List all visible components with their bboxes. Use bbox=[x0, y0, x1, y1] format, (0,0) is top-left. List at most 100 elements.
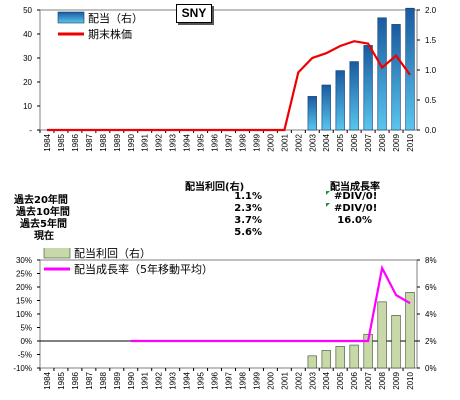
x-axis-tick-label: 1996 bbox=[211, 371, 220, 389]
legend-line-label: 配当成長率（5年移動平均） bbox=[74, 262, 213, 276]
x-axis-tick-label: 1986 bbox=[71, 133, 80, 151]
x-axis-tick-label: 2008 bbox=[378, 133, 387, 151]
x-axis-tick-label: 2006 bbox=[350, 371, 359, 389]
stats-row-label: 過去5年間 bbox=[20, 219, 67, 230]
right-axis-tick-label: 8% bbox=[425, 256, 437, 265]
left-axis-tick-label: - bbox=[29, 126, 32, 135]
x-axis-tick-label: 1994 bbox=[183, 133, 192, 151]
dividend-bar bbox=[377, 17, 387, 131]
legend-line-label: 期末株価 bbox=[88, 27, 132, 41]
stats-row: 過去10年間 2.3% #DIV/0! bbox=[0, 203, 460, 218]
x-axis-tick-label: 1984 bbox=[43, 371, 52, 389]
x-axis-tick-label: 2001 bbox=[280, 371, 289, 389]
x-axis-tick-label: 1998 bbox=[238, 133, 247, 151]
stats-row-growth: 16.0% bbox=[337, 215, 372, 226]
stats-row-label: 過去20年間 bbox=[14, 195, 68, 206]
legend-bar-label: 配当利回（右） bbox=[74, 248, 151, 260]
x-axis-tick-label: 2004 bbox=[322, 371, 331, 389]
stats-header-yield: 配当利回(右) bbox=[185, 182, 245, 193]
x-axis-tick-label: 2007 bbox=[364, 371, 373, 389]
right-axis-tick-label: 4% bbox=[425, 310, 437, 319]
stats-row-label: 過去10年間 bbox=[16, 207, 70, 218]
stats-table: 配当利回(右) 配当成長率 過去20年間 1.1% #DIV/0! 過去10年間… bbox=[0, 178, 460, 244]
legend-bar-swatch bbox=[57, 11, 85, 24]
x-axis-tick-label: 1992 bbox=[155, 371, 164, 389]
x-axis-tick-label: 1989 bbox=[113, 371, 122, 389]
x-axis-tick-label: 1992 bbox=[155, 133, 164, 151]
stats-row: 現在 5.6% bbox=[0, 227, 460, 242]
x-axis-tick-label: 1985 bbox=[57, 133, 66, 151]
x-axis-tick-label: 1990 bbox=[127, 133, 136, 151]
yield-bar bbox=[391, 315, 401, 369]
stats-row-yield: 3.7% bbox=[234, 215, 262, 226]
x-axis-tick-label: 1989 bbox=[113, 133, 122, 151]
x-axis-tick-label: 1999 bbox=[252, 371, 261, 389]
x-axis-tick-label: 1991 bbox=[141, 371, 150, 389]
left-axis-tick-label: 30% bbox=[16, 256, 32, 265]
right-axis-tick-label: 2% bbox=[425, 337, 437, 346]
yield-bar bbox=[349, 344, 359, 369]
legend-bar-label: 配当（右） bbox=[88, 11, 143, 25]
yield-bar bbox=[377, 301, 387, 369]
yield-bar bbox=[307, 355, 317, 369]
x-axis-tick-label: 2002 bbox=[294, 371, 303, 389]
stats-row: 過去20年間 1.1% #DIV/0! bbox=[0, 191, 460, 206]
x-axis-tick-label: 1995 bbox=[197, 133, 206, 151]
x-axis-tick-label: 2003 bbox=[308, 133, 317, 151]
left-axis-tick-label: 50 bbox=[23, 6, 32, 15]
left-axis-tick-label: 10% bbox=[16, 310, 32, 319]
x-axis-tick-label: 2002 bbox=[294, 133, 303, 151]
stats-header-growth: 配当成長率 bbox=[330, 182, 380, 193]
x-axis-tick-label: 1997 bbox=[225, 371, 234, 389]
dividend-bar bbox=[363, 45, 373, 131]
x-axis-tick-label: 2010 bbox=[406, 371, 415, 389]
error-flag-icon bbox=[326, 203, 330, 207]
price-line bbox=[47, 40, 411, 132]
left-axis-tick-label: 0% bbox=[20, 337, 32, 346]
left-axis-tick-label: 20 bbox=[23, 78, 32, 87]
x-axis-tick-label: 1991 bbox=[141, 133, 150, 151]
x-axis-tick-label: 2001 bbox=[280, 133, 289, 151]
dividend-bar bbox=[307, 96, 317, 131]
x-axis-tick-label: 2004 bbox=[322, 133, 331, 151]
dividend-bar bbox=[321, 84, 331, 131]
x-axis-tick-label: 1997 bbox=[225, 133, 234, 151]
x-axis-tick-label: 2006 bbox=[350, 133, 359, 151]
stats-row-yield: 2.3% bbox=[234, 203, 262, 214]
stats-row-yield: 1.1% bbox=[234, 191, 262, 202]
x-axis-tick-label: 2010 bbox=[406, 133, 415, 151]
left-axis-tick-label: 20% bbox=[16, 283, 32, 292]
right-axis-tick-label: 0% bbox=[425, 364, 437, 373]
x-axis-tick-label: 2003 bbox=[308, 371, 317, 389]
x-axis-tick-label: 1993 bbox=[169, 133, 178, 151]
x-axis-tick-label: 2008 bbox=[378, 371, 387, 389]
x-axis-tick-label: 1984 bbox=[43, 133, 52, 151]
ticker-badge: SNY bbox=[176, 4, 212, 23]
left-axis-tick-label: -10% bbox=[13, 364, 32, 373]
x-axis-tick-label: 1986 bbox=[71, 371, 80, 389]
x-axis-tick-label: 2009 bbox=[392, 133, 401, 151]
x-axis-tick-label: 2000 bbox=[266, 371, 275, 389]
right-axis-tick-label: 1.5 bbox=[425, 36, 437, 45]
dividend-bar bbox=[349, 61, 359, 131]
x-axis-tick-label: 2009 bbox=[392, 371, 401, 389]
right-axis-tick-label: 0.5 bbox=[425, 96, 437, 105]
right-axis-tick-label: 6% bbox=[425, 283, 437, 292]
left-axis-tick-label: 25% bbox=[16, 270, 32, 279]
right-axis-tick-label: 2.0 bbox=[425, 6, 437, 15]
x-axis-tick-label: 1996 bbox=[211, 133, 220, 151]
growth-line bbox=[130, 264, 411, 343]
stats-row-growth: #DIV/0! bbox=[334, 191, 378, 202]
yield-growth-chart: 30% 25% 20% 15% 10% 5% 0% -5% -10% 8% 6% 4% 2% 0% 1984… bbox=[13, 248, 437, 390]
x-axis-tick-label: 2000 bbox=[266, 133, 275, 151]
left-axis-tick-label: 30 bbox=[23, 54, 32, 63]
left-axis-tick-label: 15% bbox=[16, 297, 32, 306]
right-axis-tick-label: 0.0 bbox=[425, 126, 437, 135]
stats-row-growth: #DIV/0! bbox=[334, 203, 378, 214]
left-axis-tick-label: -5% bbox=[18, 351, 32, 360]
x-axis-tick-label: 1988 bbox=[99, 371, 108, 389]
x-axis-tick-label: 1995 bbox=[197, 371, 206, 389]
dividend-bar bbox=[335, 70, 345, 131]
x-axis-tick-label: 1987 bbox=[85, 133, 94, 151]
